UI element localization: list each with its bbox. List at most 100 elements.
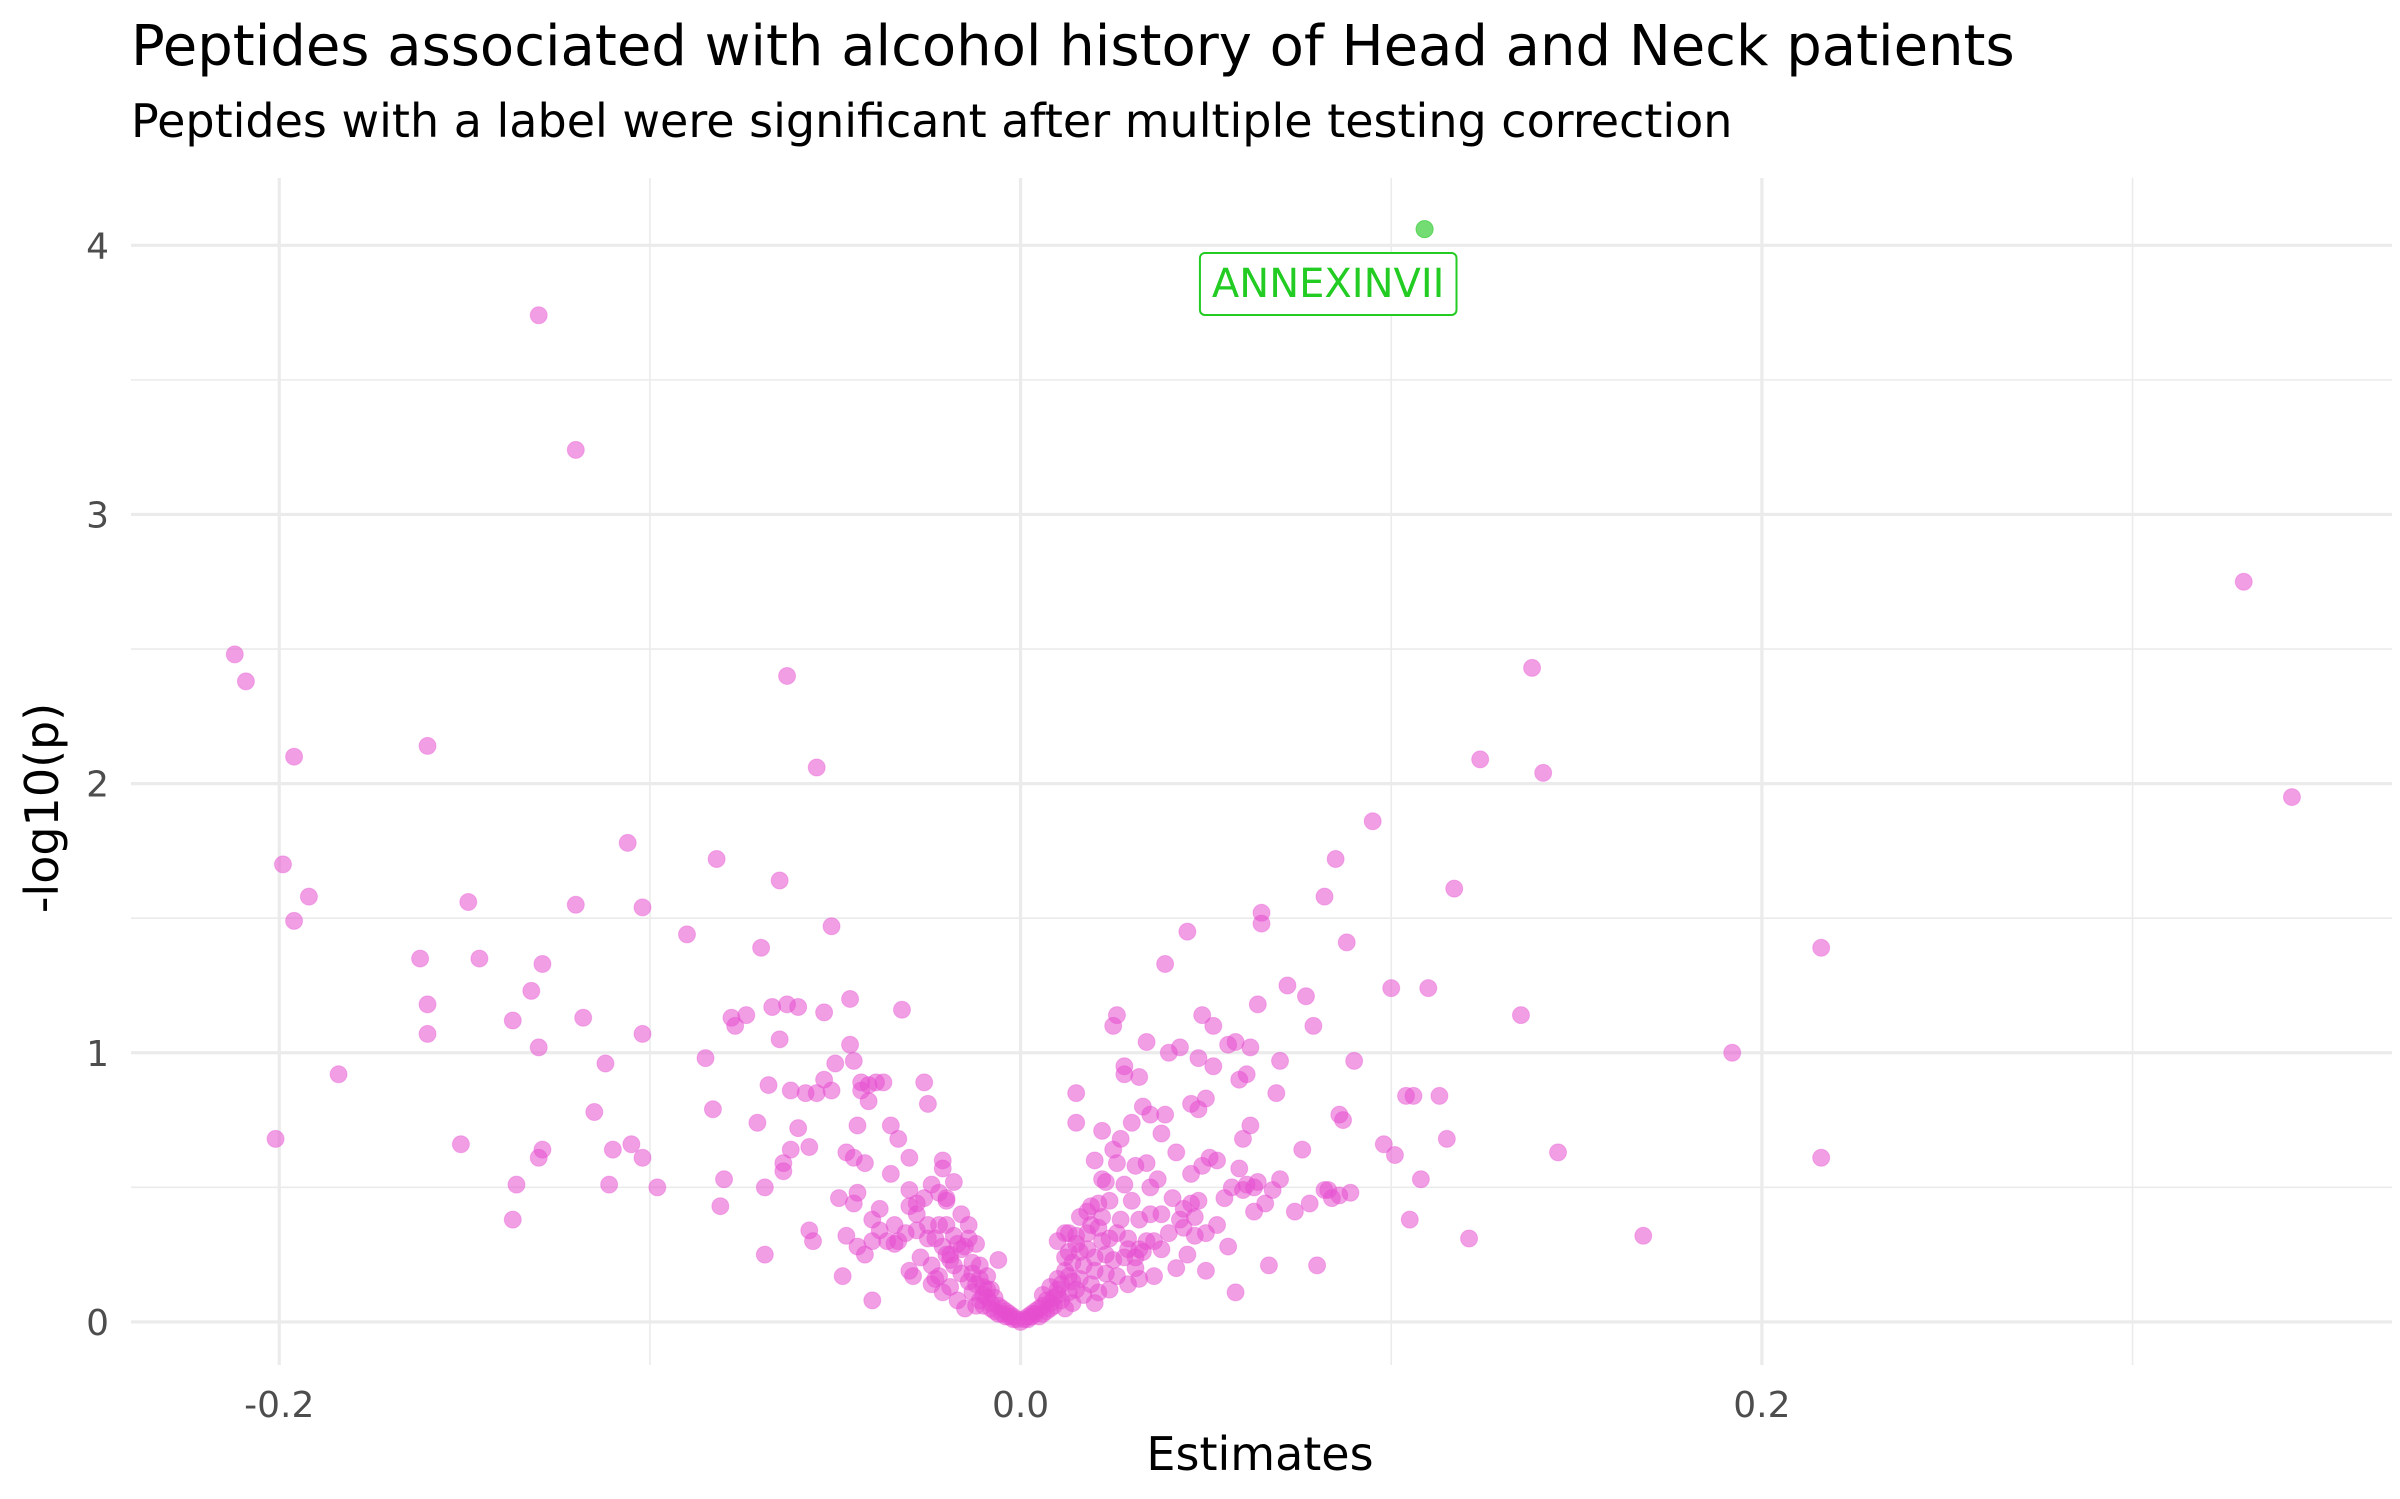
data-point [807, 758, 826, 777]
data-point [1248, 995, 1267, 1014]
annotation-text: ANNEXINVII [1212, 261, 1445, 307]
data-point [418, 1024, 437, 1043]
data-point [596, 1054, 615, 1073]
data-point [1067, 1084, 1086, 1103]
data-point [1178, 922, 1197, 941]
data-point [533, 954, 552, 973]
x-tick-label: 0.2 [1733, 1385, 1790, 1426]
annotations: ANNEXINVII [1198, 251, 1458, 316]
data-point [1267, 1084, 1286, 1103]
data-point [748, 1113, 767, 1132]
data-point [892, 1000, 911, 1019]
data-point [1148, 1170, 1167, 1189]
data-point [1226, 1283, 1245, 1302]
data-point [299, 887, 318, 906]
data-point [1374, 1135, 1393, 1154]
data-point [915, 1073, 934, 1092]
data-point [863, 1291, 882, 1310]
data-point [855, 1154, 874, 1173]
data-point [1233, 1129, 1252, 1148]
data-point [600, 1175, 619, 1194]
data-point [989, 1251, 1008, 1270]
data-point [933, 1159, 952, 1178]
data-point [1296, 987, 1315, 1006]
data-point [633, 1024, 652, 1043]
data-point [1111, 1129, 1130, 1148]
data-point [1363, 812, 1382, 831]
data-point [1130, 1269, 1149, 1288]
data-point [677, 925, 696, 944]
data-point [1196, 1261, 1215, 1280]
data-point [737, 1006, 756, 1025]
data-point [1523, 658, 1542, 677]
data-point [1156, 1105, 1175, 1124]
data-point [285, 747, 304, 766]
data-point [622, 1135, 641, 1154]
data-point [566, 895, 585, 914]
data-point [1411, 1170, 1430, 1189]
data-point [881, 1164, 900, 1183]
data-point [329, 1065, 348, 1084]
data-point [815, 1003, 834, 1022]
data-point [1100, 1191, 1119, 1210]
data-point [566, 440, 585, 459]
data-point [618, 833, 637, 852]
x-tick-label: -0.2 [244, 1385, 314, 1426]
data-point [1137, 1033, 1156, 1052]
data-point [755, 1245, 774, 1264]
data-point [1437, 1129, 1456, 1148]
data-point [2234, 572, 2253, 591]
data-point [503, 1011, 522, 1030]
data-point [1130, 1067, 1149, 1086]
data-point [633, 898, 652, 917]
annotation-box [1198, 251, 1458, 316]
data-point [285, 911, 304, 930]
data-point [1156, 954, 1175, 973]
data-point [1300, 1194, 1319, 1213]
data-point [1385, 1146, 1404, 1165]
data-point [937, 1189, 956, 1208]
data-point [1170, 1038, 1189, 1057]
data-point [411, 949, 430, 968]
data-point [1549, 1143, 1568, 1162]
data-point [841, 989, 860, 1008]
data-point [930, 1267, 949, 1286]
data-point [1812, 938, 1831, 957]
data-point [855, 1245, 874, 1264]
data-point [1471, 750, 1490, 769]
data-point [900, 1148, 919, 1167]
data-point [1812, 1148, 1831, 1167]
data-point [726, 1016, 745, 1035]
data-point [1208, 1216, 1227, 1235]
data-point [781, 1081, 800, 1100]
data-point [1167, 1143, 1186, 1162]
data-point [2282, 788, 2301, 807]
data-point [1271, 1051, 1290, 1070]
data-point [889, 1129, 908, 1148]
data-point [1230, 1159, 1249, 1178]
data-point [800, 1137, 819, 1156]
y-tick-label: 1 [86, 1034, 109, 1075]
data-point [1163, 1189, 1182, 1208]
data-point [1107, 1154, 1126, 1173]
data-point [1093, 1121, 1112, 1140]
data-point [1278, 976, 1297, 995]
data-point [1152, 1240, 1171, 1259]
data-point [1382, 979, 1401, 998]
data-points [225, 220, 2301, 1331]
data-point [707, 849, 726, 868]
data-point [1122, 1191, 1141, 1210]
data-point [1067, 1113, 1086, 1132]
data-point [959, 1216, 978, 1235]
data-point [1723, 1043, 1742, 1062]
y-tick-label: 2 [86, 765, 109, 806]
data-point [841, 1035, 860, 1054]
data-point [1252, 903, 1271, 922]
data-point [1337, 933, 1356, 952]
data-point [1152, 1205, 1171, 1224]
data-point [603, 1140, 622, 1159]
data-point [1100, 1280, 1119, 1299]
data-point [529, 1038, 548, 1057]
data-point [1511, 1006, 1530, 1025]
